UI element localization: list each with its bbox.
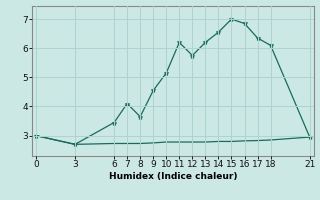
X-axis label: Humidex (Indice chaleur): Humidex (Indice chaleur) bbox=[108, 172, 237, 181]
